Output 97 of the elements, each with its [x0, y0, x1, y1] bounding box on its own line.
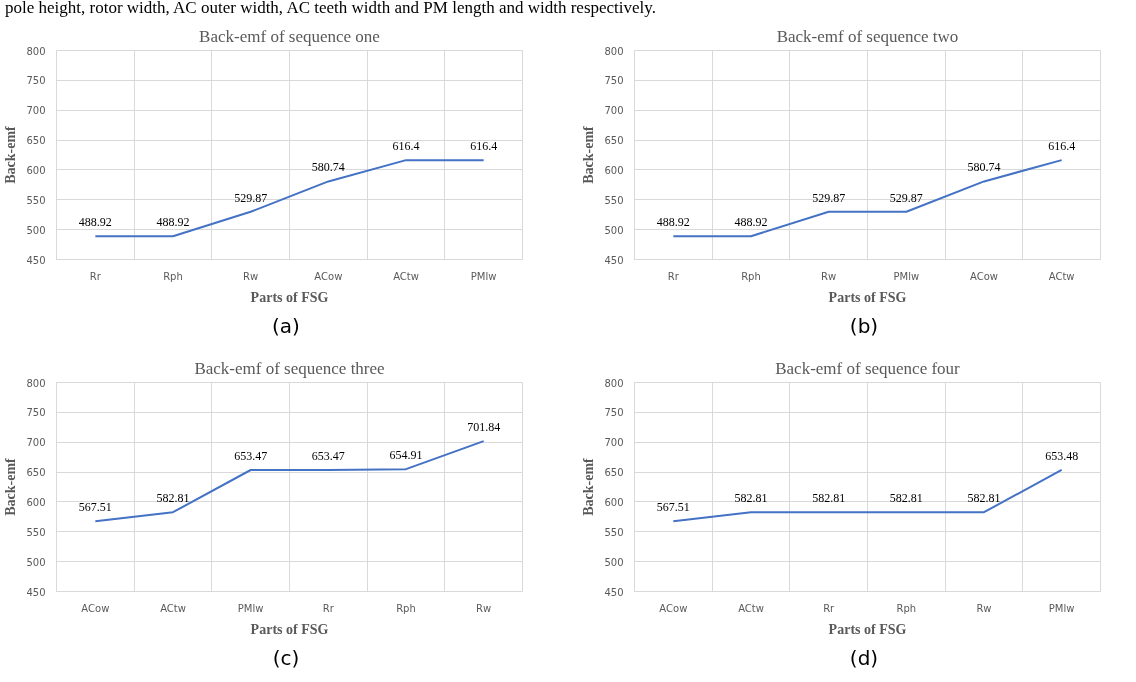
y-tick-label: 650 — [26, 135, 46, 147]
x-tick-label: Rr — [322, 602, 335, 614]
x-tick-label: Rw — [976, 602, 992, 614]
x-tick-label: Rr — [667, 270, 680, 282]
x-tick-label: Rw — [476, 602, 492, 614]
y-tick-label: 600 — [26, 496, 46, 508]
x-tick-label: ACtw — [393, 270, 419, 282]
y-tick-label: 800 — [26, 45, 46, 57]
data-label: 653.47 — [311, 449, 345, 463]
y-tick-label: 700 — [26, 437, 46, 449]
data-label: 529.87 — [234, 190, 268, 205]
data-label: 488.92 — [656, 215, 690, 230]
y-tick-label: 450 — [26, 254, 46, 266]
data-label: 582.81 — [812, 491, 846, 506]
text: (c) — [272, 645, 300, 672]
data-label: 616.4 — [1048, 139, 1076, 154]
x-tick-label: Rph — [163, 270, 183, 282]
y-tick-label: 550 — [26, 526, 46, 538]
y-axis-title: Back-emf — [3, 125, 19, 184]
y-tick-label: 600 — [604, 496, 624, 508]
y-tick-label: 650 — [604, 467, 624, 479]
x-tick-label: Rw — [821, 270, 837, 282]
y-axis-title: Back-emf — [581, 457, 597, 516]
y-tick-label: 700 — [604, 105, 624, 117]
data-label: 582.81 — [967, 491, 1001, 506]
x-tick-label: ACow — [81, 602, 110, 614]
data-label: 580.74 — [311, 160, 345, 175]
y-tick-label: 650 — [604, 135, 624, 147]
y-tick-label: 800 — [604, 45, 624, 57]
x-tick-label: ACow — [659, 602, 688, 614]
data-label: 582.81 — [889, 491, 923, 506]
y-tick-label: 800 — [604, 377, 624, 389]
y-tick-label: 450 — [604, 254, 624, 266]
text: (b) — [849, 313, 879, 340]
data-label: 653.47 — [234, 449, 268, 463]
data-label: 653.48 — [1045, 448, 1079, 463]
y-tick-label: 450 — [604, 586, 624, 598]
y-tick-label: 550 — [604, 194, 624, 206]
data-label: 582.81 — [156, 491, 190, 506]
y-tick-label: 550 — [604, 526, 624, 538]
y-axis-title: Back-emf — [3, 457, 19, 516]
y-tick-label: 750 — [604, 75, 624, 87]
x-tick-label: ACtw — [160, 602, 186, 614]
y-tick-label: 450 — [26, 586, 46, 598]
x-tick-label: Rph — [396, 602, 416, 614]
chart-title: Back-emf of sequence one — [199, 26, 380, 46]
data-label: 567.51 — [78, 500, 112, 515]
y-tick-label: 500 — [26, 224, 46, 236]
data-label: 488.92 — [156, 215, 190, 230]
x-tick-label: Rph — [896, 602, 917, 614]
y-tick-label: 700 — [26, 105, 46, 117]
chart-title: Back-emf of sequence three — [194, 358, 385, 378]
data-label: 529.87 — [889, 190, 923, 205]
y-tick-label: 500 — [604, 556, 624, 568]
data-label: 701.84 — [467, 420, 501, 435]
x-tick-label: ACow — [970, 270, 998, 282]
y-tick-label: 550 — [26, 194, 46, 206]
x-axis-title: Parts of FSG — [828, 621, 907, 637]
y-tick-label: 500 — [26, 556, 46, 568]
x-tick-label: ACtw — [738, 602, 764, 614]
y-tick-label: 750 — [26, 407, 46, 419]
chart-title: Back-emf of sequence four — [775, 358, 961, 378]
y-tick-label: 500 — [604, 224, 624, 236]
text: pole height, rotor width, AC outer width, AC teeth width and PM length and width respectively. — [5, 0, 656, 19]
data-label: 567.51 — [656, 500, 690, 515]
x-tick-label: ACow — [314, 270, 343, 282]
data-label: 529.87 — [812, 190, 846, 205]
x-tick-label: PMlw — [893, 270, 920, 282]
chart-title: Back-emf of sequence two — [776, 26, 959, 46]
data-label: 488.92 — [734, 215, 768, 230]
text: (d) — [849, 645, 879, 672]
x-tick-label: PMlw — [237, 602, 264, 614]
data-label: 582.81 — [734, 491, 768, 506]
x-tick-label: Rr — [823, 602, 836, 614]
y-tick-label: 600 — [604, 164, 624, 176]
y-tick-label: 600 — [26, 164, 46, 176]
data-label: 488.92 — [78, 215, 112, 230]
x-tick-label: Rr — [89, 270, 102, 282]
y-tick-label: 700 — [604, 437, 624, 449]
y-tick-label: 650 — [26, 467, 46, 479]
data-label: 580.74 — [967, 160, 1001, 175]
y-tick-label: 800 — [26, 377, 46, 389]
x-axis-title: Parts of FSG — [828, 289, 907, 305]
x-tick-label: PMlw — [470, 270, 497, 282]
y-axis-title: Back-emf — [581, 125, 597, 184]
x-tick-label: ACtw — [1048, 270, 1075, 282]
x-axis-title: Parts of FSG — [250, 289, 329, 305]
y-tick-label: 750 — [604, 407, 624, 419]
x-tick-label: Rw — [243, 270, 259, 282]
x-tick-label: PMlw — [1048, 602, 1075, 614]
data-label: 654.91 — [389, 448, 423, 463]
data-label: 616.4 — [392, 139, 420, 154]
x-axis-title: Parts of FSG — [250, 621, 329, 637]
y-tick-label: 750 — [26, 75, 46, 87]
x-tick-label: Rph — [741, 270, 761, 282]
text: (a) — [272, 313, 300, 340]
data-label: 616.4 — [470, 139, 498, 154]
